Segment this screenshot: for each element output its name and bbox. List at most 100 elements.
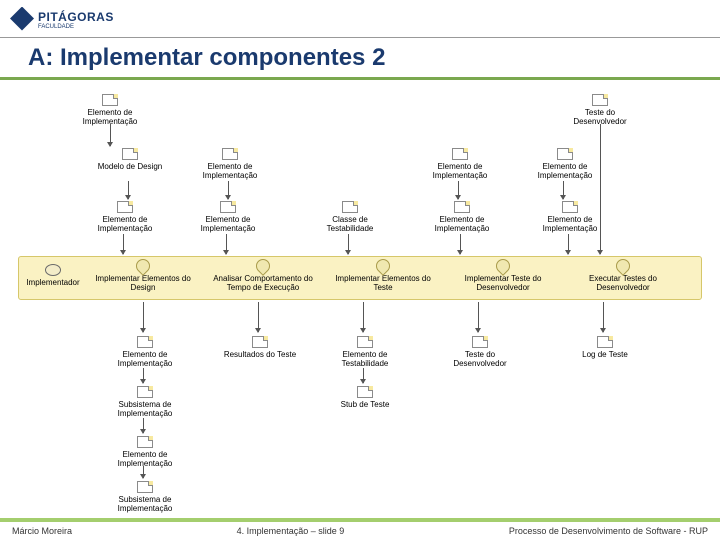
activity-node: Implementar Teste do Desenvolvedor	[448, 259, 558, 292]
document-icon	[592, 94, 608, 106]
document-icon	[137, 336, 153, 348]
actor-node: Implementador	[22, 264, 84, 287]
arrow-icon	[563, 181, 564, 199]
activity-node: Analisar Comportamento do Tempo de Execu…	[208, 259, 318, 292]
node-label: Elemento de Implementação	[420, 162, 500, 180]
node-label: Elemento de Implementação	[525, 162, 605, 180]
logo: PITÁGORAS FACULDADE	[10, 7, 114, 31]
node-label: Elemento de Implementação	[530, 215, 610, 233]
node-label: Teste do Desenvolvedor	[440, 350, 520, 368]
node-label: Elemento de Implementação	[105, 450, 185, 468]
artifact-node: Teste do Desenvolvedor	[560, 94, 640, 126]
document-icon	[452, 148, 468, 160]
node-label: Log de Teste	[565, 350, 645, 359]
artifact-node: Elemento de Implementação	[420, 148, 500, 180]
arrow-icon	[228, 181, 229, 199]
footer-center: 4. Implementação – slide 9	[237, 526, 345, 536]
activity-icon	[493, 256, 513, 276]
artifact-node: Subsistema de Implementação	[105, 386, 185, 418]
activity-icon	[613, 256, 633, 276]
arrow-icon	[258, 302, 259, 332]
artifact-node: Subsistema de Implementação	[105, 481, 185, 513]
footer-right: Processo de Desenvolvimento de Software …	[509, 526, 708, 536]
node-label: Elemento de Testabilidade	[325, 350, 405, 368]
arrow-icon	[600, 124, 601, 254]
arrow-icon	[110, 124, 111, 146]
node-label: Stub de Teste	[325, 400, 405, 409]
node-label: Elemento de Implementação	[422, 215, 502, 233]
document-icon	[342, 201, 358, 213]
node-label: Subsistema de Implementação	[105, 400, 185, 418]
node-label: Modelo de Design	[90, 162, 170, 171]
node-label: Resultados do Teste	[220, 350, 300, 359]
arrow-icon	[460, 234, 461, 254]
logo-subtext: FACULDADE	[38, 24, 114, 30]
artifact-node: Classe de Testabilidade	[310, 201, 390, 233]
activity-label: Implementar Elementos do Teste	[328, 274, 438, 292]
logo-text-wrap: PITÁGORAS FACULDADE	[38, 8, 114, 30]
document-icon	[357, 386, 373, 398]
activity-icon	[253, 256, 273, 276]
footer: Márcio Moreira 4. Implementação – slide …	[0, 518, 720, 540]
document-icon	[122, 148, 138, 160]
arrow-icon	[143, 302, 144, 332]
document-icon	[137, 436, 153, 448]
artifact-node: Elemento de Implementação	[105, 436, 185, 468]
arrow-icon	[226, 234, 227, 254]
node-label: Elemento de Implementação	[188, 215, 268, 233]
arrow-icon	[128, 181, 129, 199]
node-label: Subsistema de Implementação	[105, 495, 185, 513]
activity-label: Executar Testes do Desenvolvedor	[568, 274, 678, 292]
activity-icon	[133, 256, 153, 276]
document-icon	[137, 386, 153, 398]
document-icon	[557, 148, 573, 160]
artifact-node: Elemento de Implementação	[190, 148, 270, 180]
arrow-icon	[478, 302, 479, 332]
arrow-icon	[603, 302, 604, 332]
document-icon	[137, 481, 153, 493]
arrow-icon	[143, 368, 144, 383]
activity-label: Analisar Comportamento do Tempo de Execu…	[208, 274, 318, 292]
artifact-node: Stub de Teste	[325, 386, 405, 409]
workflow-diagram: Implementador Elemento de Implementação Te…	[10, 86, 710, 506]
logo-icon	[10, 7, 34, 31]
artifact-node: Teste do Desenvolvedor	[440, 336, 520, 368]
artifact-node: Elemento de Implementação	[85, 201, 165, 233]
node-label: Elemento de Implementação	[190, 162, 270, 180]
document-icon	[597, 336, 613, 348]
artifact-node: Elemento de Implementação	[525, 148, 605, 180]
arrow-icon	[363, 302, 364, 332]
document-icon	[222, 148, 238, 160]
arrow-icon	[363, 368, 364, 383]
arrow-icon	[458, 181, 459, 199]
arrow-icon	[568, 234, 569, 254]
person-icon	[45, 264, 61, 276]
title-bar: A: Implementar componentes 2	[0, 38, 720, 80]
document-icon	[472, 336, 488, 348]
node-label: Classe de Testabilidade	[310, 215, 390, 233]
header: PITÁGORAS FACULDADE	[0, 0, 720, 38]
activity-icon	[373, 256, 393, 276]
page-title: A: Implementar componentes 2	[28, 44, 385, 72]
footer-left: Márcio Moreira	[12, 526, 72, 536]
document-icon	[102, 94, 118, 106]
document-icon	[357, 336, 373, 348]
document-icon	[252, 336, 268, 348]
node-label: Elemento de Implementação	[105, 350, 185, 368]
arrow-icon	[143, 466, 144, 478]
artifact-node: Elemento de Implementação	[530, 201, 610, 233]
artifact-node: Elemento de Implementação	[105, 336, 185, 368]
arrow-icon	[143, 418, 144, 433]
artifact-node: Elemento de Implementação	[422, 201, 502, 233]
artifact-node: Resultados do Teste	[220, 336, 300, 359]
arrow-icon	[123, 234, 124, 254]
actor-label: Implementador	[22, 278, 84, 287]
activity-node: Implementar Elementos do Teste	[328, 259, 438, 292]
activity-label: Implementar Elementos do Design	[88, 274, 198, 292]
arrow-icon	[348, 234, 349, 254]
artifact-node: Elemento de Testabilidade	[325, 336, 405, 368]
artifact-node: Elemento de Implementação	[188, 201, 268, 233]
node-label: Elemento de Implementação	[85, 215, 165, 233]
logo-text: PITÁGORAS	[38, 10, 114, 24]
artifact-node: Log de Teste	[565, 336, 645, 359]
